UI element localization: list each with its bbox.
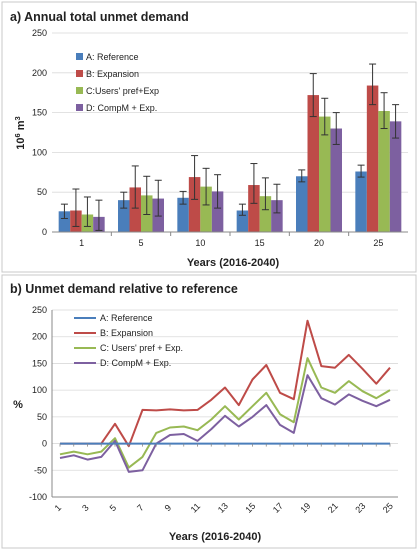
panel-a-xtick: 15 <box>255 238 265 248</box>
panel-a-ytick: 50 <box>37 187 47 197</box>
panel-b-ytick: 150 <box>32 358 47 368</box>
panel-a-bar <box>248 185 260 232</box>
panel-a-ytick: 150 <box>32 108 47 118</box>
panel-a-bar <box>366 85 379 232</box>
panel-a-xtick: 1 <box>79 238 84 248</box>
panel-a-legend-label: C:Users' pref+Exp <box>86 86 159 96</box>
panel-a-xtick: 10 <box>195 238 205 248</box>
panel-a-legend-label: B: Expansion <box>86 69 139 79</box>
panel-b-xtick: 7 <box>135 503 146 514</box>
panel-b-frame <box>1 274 417 549</box>
panel-b-ytick: 200 <box>32 332 47 342</box>
panel-a-bar <box>200 186 212 232</box>
panel-b-ytick: 50 <box>37 412 47 422</box>
panel-b-ytick: 100 <box>32 385 47 395</box>
panel-b-ytick: -50 <box>34 465 47 475</box>
panel-a-xtick: 25 <box>373 238 383 248</box>
panel-b-legend-label: A: Reference <box>100 313 153 323</box>
panel-b-series-line <box>59 357 391 469</box>
panel-a: a) Annual total unmet demand Years (2016… <box>1 1 417 273</box>
panel-b-title: b) Unmet demand relative to reference <box>10 282 238 296</box>
panel-a-ylabel: 106 m3 <box>13 116 27 149</box>
panel-a-ytick: 250 <box>32 28 47 38</box>
panel-a-bar <box>389 121 402 232</box>
panel-a-bar <box>118 200 130 232</box>
panel-a-bar <box>378 111 390 232</box>
panel-a-legend-swatch <box>76 53 83 60</box>
panel-b-legend-label: C: Users' pref + Exp. <box>100 343 183 353</box>
panel-a-bar <box>319 116 331 232</box>
panel-a-bar <box>129 187 141 232</box>
panel-a-legend-swatch <box>76 104 83 111</box>
panel-b-xtick: 9 <box>163 503 174 514</box>
panel-b-xlabel: Years (2016-2040) <box>169 531 262 543</box>
panel-a-bar <box>355 171 367 232</box>
panel-a-bar <box>177 197 189 232</box>
panel-b-xtick: 5 <box>108 503 119 514</box>
panel-a-title: a) Annual total unmet demand <box>10 10 189 24</box>
panel-b-xtick: 1 <box>53 503 64 514</box>
panel-a-bar <box>236 210 249 232</box>
panel-a-xtick: 20 <box>314 238 324 248</box>
panel-b: b) Unmet demand relative to reference Ye… <box>1 274 417 549</box>
panel-a-xtick: 5 <box>138 238 143 248</box>
panel-b-ytick: 250 <box>32 305 47 315</box>
panel-a-legend-label: A: Reference <box>86 52 139 62</box>
panel-a-bar <box>188 177 201 232</box>
panel-a-ytick: 100 <box>32 147 47 157</box>
panel-a-bar <box>259 196 272 232</box>
panel-b-ylabel: % <box>13 399 23 411</box>
panel-b-series-line <box>59 374 391 473</box>
panel-a-legend-swatch <box>76 70 83 77</box>
panel-a-ytick: 0 <box>42 227 47 237</box>
panel-a-bar <box>271 200 283 232</box>
panel-b-series-line <box>60 319 391 448</box>
panel-a-bar <box>330 128 342 232</box>
panel-b-xtick: 3 <box>80 503 91 514</box>
panel-a-bar <box>211 191 224 232</box>
panel-b-legend-label: B: Expansion <box>100 328 153 338</box>
panel-a-xlabel: Years (2016-2040) <box>187 257 280 269</box>
panel-a-bar <box>296 176 308 232</box>
panel-b-ytick: -100 <box>29 492 47 502</box>
panel-a-bar <box>58 211 71 232</box>
panel-b-legend-label: D: CompM + Exp. <box>100 358 171 368</box>
panel-b-ytick: 0 <box>42 439 47 449</box>
panel-a-bar <box>307 95 319 232</box>
panel-a-legend-label: D: CompM + Exp. <box>86 103 157 113</box>
panel-a-legend-swatch <box>76 87 83 94</box>
panel-a-ytick: 200 <box>32 68 47 78</box>
